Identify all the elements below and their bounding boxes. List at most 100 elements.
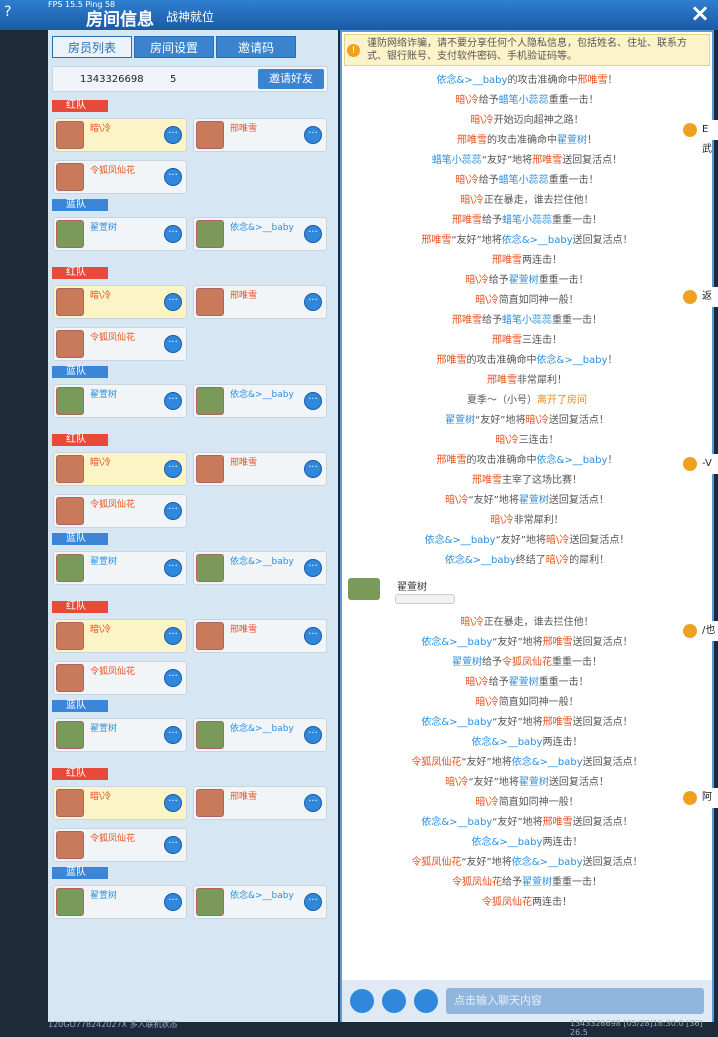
more-button[interactable]: ··· bbox=[164, 794, 182, 812]
message-part: 暗\冷 bbox=[475, 295, 499, 306]
message-part: 简直如同神一般！ bbox=[498, 295, 579, 306]
tab[interactable]: 房员列表 bbox=[52, 36, 132, 58]
member-card[interactable]: 暗\冷 ··· bbox=[53, 786, 187, 820]
more-button[interactable]: ··· bbox=[304, 392, 322, 410]
more-button[interactable]: ··· bbox=[164, 293, 182, 311]
avatar bbox=[196, 455, 224, 483]
member-card[interactable]: 邢唯雪 ··· bbox=[193, 285, 327, 319]
side-tag[interactable]: -V bbox=[680, 454, 718, 474]
message-part: 暗\冷 bbox=[490, 515, 514, 526]
more-button[interactable]: ··· bbox=[164, 126, 182, 144]
chat-message: 暗\冷开始迈向超神之路！ bbox=[342, 111, 712, 126]
more-button[interactable]: ··· bbox=[164, 392, 182, 410]
avatar bbox=[56, 288, 84, 316]
chat-message: 暗\冷“友好”地将翟萱树送回复活点！ bbox=[342, 491, 712, 506]
member-card[interactable]: 翟萱树 ··· bbox=[53, 885, 187, 919]
member-card[interactable]: 暗\冷 ··· bbox=[53, 285, 187, 319]
chat-message: 翟萱树“友好”地将暗\冷送回复活点！ bbox=[342, 411, 712, 426]
member-card[interactable]: 翟萱树 ··· bbox=[53, 718, 187, 752]
more-button[interactable]: ··· bbox=[164, 168, 182, 186]
more-button[interactable]: ··· bbox=[304, 726, 322, 744]
member-card[interactable]: 暗\冷 ··· bbox=[53, 118, 187, 152]
invite-button[interactable]: 邀请好友 bbox=[258, 69, 324, 89]
member-card[interactable]: 翟萱树 ··· bbox=[53, 551, 187, 585]
more-button[interactable]: ··· bbox=[304, 126, 322, 144]
side-tag[interactable]: /也 bbox=[680, 621, 718, 641]
message-part: 翟萱树 bbox=[508, 275, 539, 286]
more-button[interactable]: ··· bbox=[164, 726, 182, 744]
member-card[interactable]: 依念&>__baby ··· bbox=[193, 718, 327, 752]
keyboard-button[interactable] bbox=[414, 989, 438, 1013]
side-tag[interactable]: 返 bbox=[680, 287, 718, 307]
message-part: 邢唯雪 bbox=[457, 135, 487, 146]
more-button[interactable]: ··· bbox=[304, 460, 322, 478]
more-button[interactable]: ··· bbox=[164, 669, 182, 687]
message-part: 依念&>__baby bbox=[436, 75, 508, 86]
more-button[interactable]: ··· bbox=[304, 627, 322, 645]
team-label: 红队 bbox=[52, 768, 108, 780]
more-button[interactable]: ··· bbox=[164, 460, 182, 478]
message-part: 令狐凤仙花 bbox=[411, 757, 462, 768]
input-bar: 点击输入聊天内容 bbox=[342, 980, 712, 1022]
member-card[interactable]: 邢唯雪 ··· bbox=[193, 619, 327, 653]
member-card[interactable]: 依念&>__baby ··· bbox=[193, 551, 327, 585]
subtitle: 战神就位 bbox=[166, 10, 215, 24]
more-button[interactable] bbox=[350, 989, 374, 1013]
close-button[interactable]: × bbox=[690, 0, 711, 27]
avatar bbox=[196, 789, 224, 817]
side-tag[interactable]: E武 bbox=[680, 120, 718, 155]
member-card[interactable]: 令狐凤仙花 ··· bbox=[53, 494, 187, 528]
message-part: 送回复活点！ bbox=[569, 535, 630, 546]
message-part: 暗\冷 bbox=[470, 115, 494, 126]
team-label: 红队 bbox=[52, 434, 108, 446]
message-part: 暗\冷 bbox=[445, 495, 469, 506]
more-button[interactable]: ··· bbox=[304, 559, 322, 577]
member-card[interactable]: 依念&>__baby ··· bbox=[193, 217, 327, 251]
member-card[interactable]: 邢唯雪 ··· bbox=[193, 452, 327, 486]
team-label: 蓝队 bbox=[52, 199, 108, 211]
member-card[interactable]: 依念&>__baby ··· bbox=[193, 885, 327, 919]
more-button[interactable]: ··· bbox=[164, 836, 182, 854]
member-name: 翟萱树 bbox=[90, 557, 118, 567]
member-card[interactable]: 暗\冷 ··· bbox=[53, 619, 187, 653]
more-button[interactable]: ··· bbox=[304, 893, 322, 911]
footer-right: 1343326698 [05/28]16:30:0 [36] 26.5 bbox=[570, 1019, 703, 1037]
chat-input[interactable]: 点击输入聊天内容 bbox=[446, 988, 704, 1014]
more-button[interactable]: ··· bbox=[304, 293, 322, 311]
more-button[interactable]: ··· bbox=[304, 225, 322, 243]
avatar bbox=[56, 330, 84, 358]
member-card[interactable]: 令狐凤仙花 ··· bbox=[53, 160, 187, 194]
message-part: “友好”地将 bbox=[492, 717, 543, 728]
more-button[interactable]: ··· bbox=[164, 893, 182, 911]
member-card[interactable]: 翟萱树 ··· bbox=[53, 217, 187, 251]
tab[interactable]: 房间设置 bbox=[134, 36, 214, 58]
message-part: 两连击！ bbox=[522, 255, 562, 266]
tab[interactable]: 邀请码 bbox=[216, 36, 296, 58]
chat-message: 依念&>__baby“友好”地将暗\冷送回复活点！ bbox=[342, 531, 712, 546]
more-button[interactable]: ··· bbox=[164, 502, 182, 520]
member-card[interactable]: 翟萱树 ··· bbox=[53, 384, 187, 418]
more-button[interactable]: ··· bbox=[164, 559, 182, 577]
member-card[interactable]: 令狐凤仙花 ··· bbox=[53, 661, 187, 695]
chat-message: 邢唯雪给予蜡笔小蕊蕊重重一击！ bbox=[342, 311, 712, 326]
chat-message: 邢唯雪非常犀利！ bbox=[342, 371, 712, 386]
member-card[interactable]: 令狐凤仙花 ··· bbox=[53, 828, 187, 862]
member-card[interactable]: 暗\冷 ··· bbox=[53, 452, 187, 486]
member-card[interactable]: 邢唯雪 ··· bbox=[193, 118, 327, 152]
side-tag[interactable]: 阿 bbox=[680, 788, 718, 808]
avatar bbox=[196, 121, 224, 149]
more-button[interactable]: ··· bbox=[164, 225, 182, 243]
member-card[interactable]: 依念&>__baby ··· bbox=[193, 384, 327, 418]
help-button[interactable]: ? bbox=[4, 4, 12, 20]
more-button[interactable]: ··· bbox=[304, 794, 322, 812]
member-card[interactable]: 令狐凤仙花 ··· bbox=[53, 327, 187, 361]
message-part: 非常犀利！ bbox=[517, 375, 567, 386]
more-button[interactable]: ··· bbox=[164, 335, 182, 353]
emoji-button[interactable] bbox=[382, 989, 406, 1013]
team-label: 红队 bbox=[52, 100, 108, 112]
member-card[interactable]: 邢唯雪 ··· bbox=[193, 786, 327, 820]
more-button[interactable]: ··· bbox=[164, 627, 182, 645]
message-part: 给予 bbox=[478, 95, 499, 106]
message-part: 令狐凤仙花 bbox=[411, 857, 462, 868]
avatar bbox=[196, 288, 224, 316]
